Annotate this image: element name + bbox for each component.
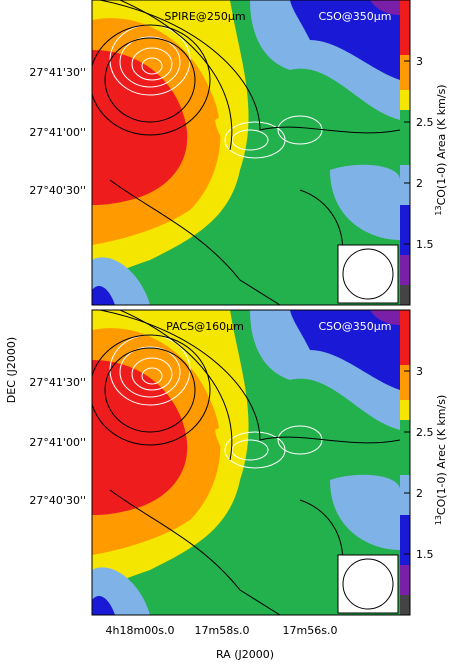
- colorbar-tick-label: 3: [416, 365, 423, 378]
- dec-tick-label: 27°40'30'': [29, 494, 86, 507]
- dec-tick-label: 27°40'30'': [29, 184, 86, 197]
- reference-label: CSO@350μm: [318, 10, 391, 23]
- dec-tick-label: 27°41'30'': [29, 376, 86, 389]
- colorbar-tick-label: 2.5: [416, 426, 434, 439]
- dec-tick-label: 27°41'00'': [29, 126, 86, 139]
- colorbar-label: 13CO(1-0) Arec (K km/s): [434, 395, 448, 526]
- colorbar-label: 13CO(1-0) Area (K km/s): [434, 84, 448, 215]
- y-axis-label: DEC (J2000): [5, 337, 18, 403]
- colorbar-label-text: CO(1-0) Arec (K km/s): [435, 395, 448, 515]
- ra-tick-label: 17m56s.0: [283, 624, 338, 637]
- colorbar-label-text: CO(1-0) Area (K km/s): [435, 84, 448, 205]
- colorbar-tick-label: 1.5: [416, 548, 434, 561]
- colorbar-tick-label: 2: [416, 177, 423, 190]
- colorbar-tick-label: 1.5: [416, 238, 434, 251]
- panel-label: PACS@160μm: [166, 320, 244, 333]
- ra-tick-label: 4h18m00s.0: [106, 624, 175, 637]
- colorbar-tick-label: 2.5: [416, 116, 434, 129]
- ra-tick-label: 17m58s.0: [195, 624, 250, 637]
- dec-tick-label: 27°41'00'': [29, 436, 86, 449]
- x-axis-label: RA (J2000): [216, 648, 274, 661]
- panel-frame: [91, 309, 411, 616]
- panel-label: SPIRE@250μm: [164, 10, 245, 23]
- dec-tick-label: 27°41'30'': [29, 66, 86, 79]
- colorbar-tick-label: 3: [416, 55, 423, 68]
- panel-frame: [91, 0, 411, 306]
- reference-label: CSO@350μm: [318, 320, 391, 333]
- colorbar-label-sup: 13: [434, 515, 443, 525]
- colorbar-label-sup: 13: [434, 205, 443, 215]
- colorbar-tick-label: 2: [416, 487, 423, 500]
